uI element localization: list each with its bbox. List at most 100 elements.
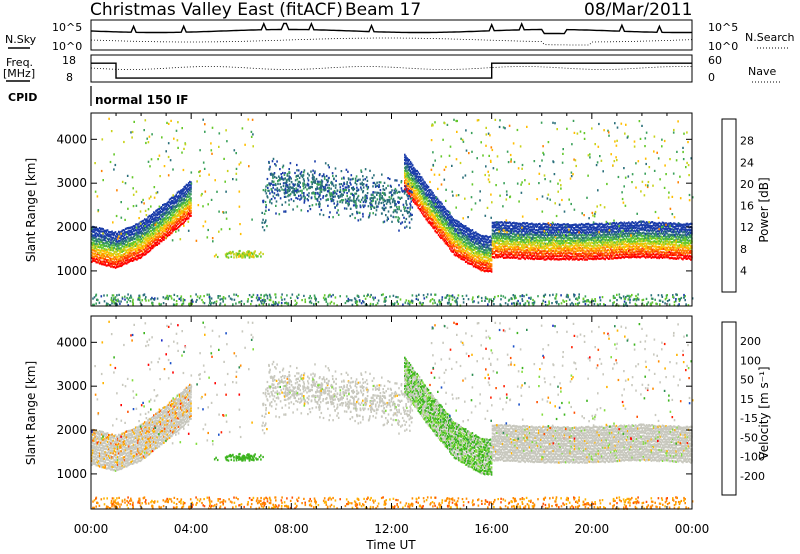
power-cell — [139, 254, 142, 257]
power-cell — [420, 201, 423, 204]
power-cell — [490, 268, 493, 271]
power-cell — [107, 261, 110, 264]
power-cell — [157, 211, 160, 214]
power-cell — [137, 228, 139, 231]
power-cell — [409, 187, 412, 190]
power-cell — [408, 169, 411, 172]
power-cell — [155, 233, 157, 236]
power-cell — [112, 254, 114, 257]
power-cell — [169, 211, 172, 214]
power-cell — [180, 204, 182, 207]
power-cell — [121, 249, 123, 252]
power-cell — [114, 250, 117, 253]
power-cell — [144, 218, 146, 221]
power-cell — [98, 232, 101, 235]
power-cell — [143, 129, 145, 132]
power-cell — [165, 230, 167, 233]
power-cell — [140, 242, 143, 245]
power-cell — [413, 166, 415, 170]
power-cell — [408, 167, 411, 170]
power-cell — [128, 234, 130, 237]
power-cell — [183, 212, 185, 216]
power-cell — [156, 241, 158, 244]
power-cell — [127, 245, 129, 248]
power-cell — [109, 244, 111, 247]
power-cell — [176, 203, 179, 206]
power-cell — [111, 246, 113, 249]
power-cell — [95, 235, 98, 238]
power-cell — [116, 240, 119, 243]
power-cell — [496, 221, 498, 224]
power-cell — [125, 239, 128, 242]
power-cell — [420, 197, 423, 200]
power-cell — [118, 235, 120, 238]
power-cell — [122, 245, 125, 248]
power-cell — [124, 254, 127, 257]
power-cell — [408, 183, 411, 186]
power-cell — [172, 230, 174, 233]
power-cell — [147, 160, 150, 163]
power-cell — [103, 248, 105, 251]
power-cell — [411, 193, 414, 196]
power-cell — [154, 217, 156, 220]
power-cell — [172, 204, 174, 207]
power-cell — [112, 253, 114, 256]
power-cell — [418, 190, 421, 193]
power-cell — [155, 213, 157, 216]
power-cell — [120, 235, 122, 239]
power-cell — [116, 249, 119, 252]
power-cell — [404, 179, 406, 183]
power-cell — [109, 257, 111, 260]
power-cell — [251, 118, 254, 121]
power-cell — [147, 229, 149, 232]
power-cell — [166, 220, 169, 223]
power-cell — [597, 189, 599, 192]
power-cell — [445, 165, 447, 169]
power-cell — [115, 242, 118, 246]
power-cell — [418, 185, 421, 188]
power-cell — [102, 246, 104, 249]
power-cell — [177, 202, 180, 205]
power-cell — [94, 255, 96, 258]
power-cell — [130, 229, 132, 232]
nsky-tick-bottom: 10^0 — [52, 40, 82, 53]
power-cell — [190, 184, 192, 187]
power-cell — [101, 244, 103, 247]
power-cell — [154, 219, 156, 222]
power-cell — [471, 183, 474, 186]
power-cell — [165, 205, 167, 208]
power-cell — [485, 126, 487, 129]
power-cell — [132, 259, 135, 262]
power-cell — [95, 254, 98, 257]
power-cell — [127, 256, 129, 259]
power-cell — [145, 236, 147, 239]
power-cell — [158, 239, 161, 242]
power-cell — [158, 234, 161, 237]
power-cell — [177, 207, 180, 210]
power-cell — [164, 213, 166, 216]
power-cell — [186, 213, 189, 216]
power-cell — [175, 219, 178, 222]
power-cell — [190, 197, 192, 200]
power-cell — [183, 197, 185, 200]
power-cell — [410, 176, 413, 179]
power-cell — [414, 177, 416, 180]
power-cell — [408, 173, 411, 176]
power-cell — [409, 160, 412, 164]
power-cell — [411, 199, 414, 202]
power-cell — [174, 226, 176, 229]
power-cell — [149, 215, 152, 218]
power-cell — [157, 213, 160, 216]
power-cell — [124, 249, 127, 252]
power-cell — [120, 250, 122, 253]
power-cell — [92, 236, 94, 239]
power-cell — [102, 253, 104, 256]
power-cell — [119, 260, 121, 263]
power-cell — [177, 219, 180, 222]
power-cell — [176, 220, 179, 223]
power-cell — [121, 242, 123, 245]
power-cell — [549, 224, 552, 227]
power-cell — [408, 159, 411, 162]
power-cell — [115, 245, 118, 248]
